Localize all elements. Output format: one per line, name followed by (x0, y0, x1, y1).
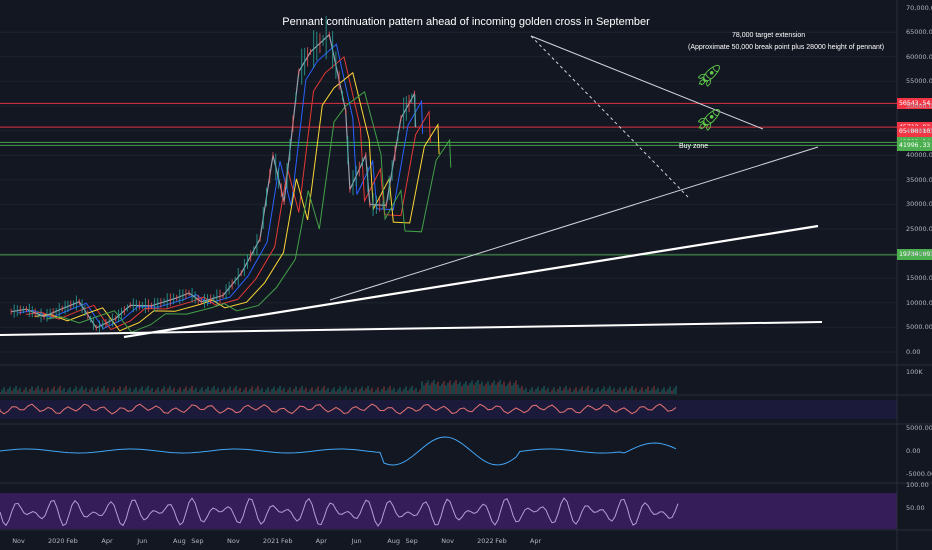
price-tick-label: 20000.00 (906, 249, 932, 258)
price-tag: 19734.89 (897, 249, 932, 261)
price-tick-label: 55000.00 (906, 77, 932, 86)
price-tick-label: 60000.00 (906, 52, 932, 61)
volume-axis-label: 100K (906, 368, 923, 376)
time-tick-label: Feb (281, 537, 293, 545)
grid (0, 31, 897, 353)
price-tick-label: 5000.00 (906, 323, 932, 332)
macd-tick-label: -5000.00 (906, 470, 932, 478)
target-annotation-line1: 78,000 target extension (732, 32, 806, 39)
stoch-tick-label: 100.00 (906, 481, 929, 489)
time-tick-label: Nov (441, 537, 454, 545)
price-tick-label: 65000.00 (906, 28, 932, 37)
time-tick-label: Sep (405, 537, 418, 545)
time-tick-label: Aug (387, 537, 400, 545)
time-tick-label: Aug (173, 537, 186, 545)
time-tick-label: Apr (101, 537, 113, 545)
time-tick-label: Feb (495, 537, 507, 545)
support-trendline (0, 321, 823, 336)
chart-title: Pennant continuation pattern ahead of in… (282, 16, 650, 28)
ma-yellow (34, 71, 440, 332)
time-tick-label: Apr (315, 537, 327, 545)
price-tick-label: 25000.00 (906, 225, 932, 233)
price-tick-label: 30000.00 (906, 200, 932, 209)
rsi-line (0, 403, 677, 415)
time-tick-label: Apr (529, 537, 542, 545)
price-tick-label: 70,000.00 (906, 3, 932, 12)
time-tick-label: 2022 (477, 537, 494, 545)
price-tick-label: 40000.00 (906, 151, 932, 160)
price-tick-label: 45000.00 (906, 126, 932, 135)
price-tick-label: 10000.00 (906, 298, 932, 307)
price-series (10, 15, 417, 333)
target-annotation-line2: (Approximate 50,000 break point plus 280… (688, 44, 885, 51)
price-tick-label: 15000.00 (906, 274, 932, 283)
ma-blue (18, 43, 424, 330)
price-tag: 50543.54 (897, 97, 932, 109)
time-tick-label: Nov (227, 537, 240, 545)
trendlines (0, 35, 823, 339)
stoch-band (0, 493, 897, 529)
pennant-upper (530, 35, 764, 130)
support-trendline (123, 224, 819, 339)
time-tick-label: Feb (66, 537, 78, 545)
price-tag: 41996.33 (897, 139, 932, 151)
price-line (11, 33, 417, 329)
macd-tick-label: 0.00 (906, 447, 921, 455)
time-tick-label: Nov (12, 537, 25, 545)
stoch-tick-label: 50.00 (906, 504, 925, 512)
price-tick-label: 35000.00 (906, 175, 932, 184)
pennant-lower (329, 146, 819, 301)
horizontal-levels (0, 102, 897, 256)
price-tick-label: 50000.00 (906, 102, 932, 110)
macd-line (0, 436, 677, 466)
rocket-icon: 🚀︎ (695, 108, 723, 133)
stoch-line (0, 497, 679, 527)
time-tick-label: Jun (137, 537, 148, 545)
dashed-trendline (530, 35, 689, 198)
time-tick-label: 2020 (48, 537, 65, 545)
moving-averages (18, 43, 452, 333)
price-tag: 05:08:10 (897, 126, 932, 138)
macd-tick-label: 5000.00 (906, 424, 932, 432)
time-tick-label: Sep (191, 537, 204, 545)
ma-green (46, 90, 452, 333)
time-tick-label: 2021 (262, 537, 280, 545)
buy-zone-label: Buy zone (679, 143, 709, 150)
price-tick-label: 0.00 (906, 348, 921, 356)
rocket-icon: 🚀︎ (695, 64, 723, 89)
time-tick-label: Jun (351, 537, 362, 545)
